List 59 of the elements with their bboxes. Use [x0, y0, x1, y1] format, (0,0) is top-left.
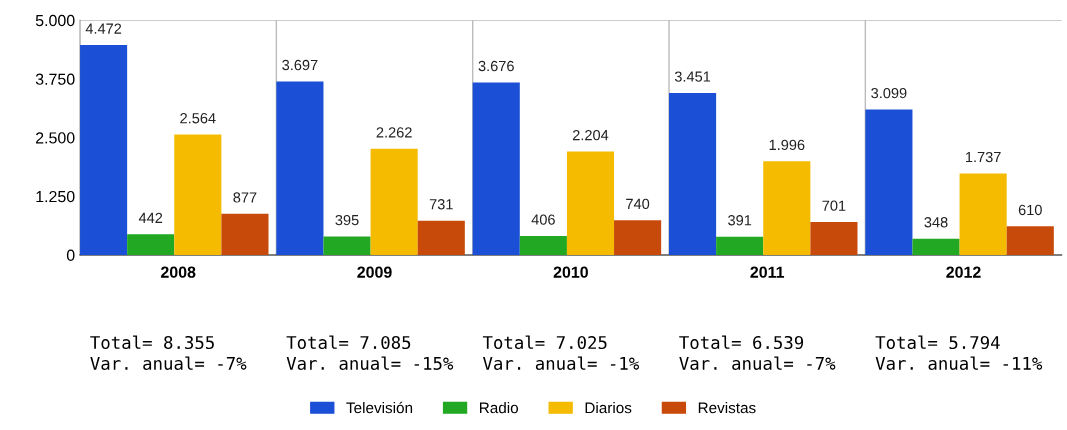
data-label: 877	[233, 192, 257, 203]
data-label: 1.737	[966, 151, 1001, 163]
y-tick-label: 3.750	[35, 73, 75, 85]
x-tick-label: 2011	[750, 266, 785, 278]
data-label: 731	[429, 199, 453, 210]
bar	[912, 238, 960, 255]
data-label: 1.996	[769, 139, 805, 151]
y-tick-label: 0	[66, 249, 75, 261]
text: Total= 7.085 Var. anual= -15%	[286, 335, 454, 370]
y-tick-label: 2.500	[36, 132, 75, 144]
y-tick-label: 5.000	[35, 14, 75, 27]
text: Total= 7.025 Var. anual= -1%	[482, 335, 639, 370]
bar	[276, 81, 324, 255]
bar	[1006, 226, 1054, 255]
bar	[174, 134, 222, 255]
data-label: 3.451	[674, 71, 711, 82]
text: Total= 8.355 Var. anual= -7%	[90, 335, 247, 370]
data-label: 701	[822, 200, 846, 211]
data-label: 610	[1018, 204, 1042, 216]
x-tick-label: 2010	[553, 266, 588, 278]
text: Total= 6.539 Var. anual= -7%	[679, 335, 836, 370]
x-tick-label: 2012	[946, 266, 981, 278]
bar	[417, 220, 465, 255]
legend-label: Radio	[480, 402, 519, 414]
data-label: 395	[335, 214, 359, 226]
bar	[370, 148, 418, 255]
text: Total= 5.794 Var. anual= -11%	[875, 335, 1043, 370]
data-label: 740	[626, 198, 650, 210]
bar	[716, 236, 764, 255]
data-label: 391	[728, 215, 752, 226]
bar	[566, 151, 615, 255]
data-label: 2.262	[376, 127, 412, 138]
bar	[959, 173, 1007, 255]
bar	[221, 213, 269, 255]
bar	[80, 45, 128, 255]
bar	[127, 234, 175, 255]
data-label: 3.099	[871, 87, 907, 99]
legend-label: Televisión	[346, 401, 413, 414]
bar	[323, 236, 371, 255]
bar	[614, 220, 662, 255]
legend-label: Revistas	[698, 402, 756, 414]
bar	[519, 235, 567, 255]
data-label: 4.472	[85, 23, 122, 34]
bar	[810, 222, 858, 255]
y-tick-label: 1.250	[36, 190, 75, 203]
x-tick-label: 2008	[160, 266, 196, 278]
data-label: 3.676	[478, 60, 514, 72]
bar	[472, 82, 520, 255]
legend-label: Diarios	[585, 402, 632, 414]
data-label: 3.697	[282, 59, 318, 71]
x-tick-label: 2009	[357, 266, 392, 278]
bar	[669, 92, 717, 255]
data-label: 406	[531, 214, 555, 225]
bar	[865, 109, 913, 255]
data-label: 2.204	[572, 129, 609, 141]
bar	[763, 161, 811, 255]
data-label: 442	[138, 212, 163, 223]
data-label: 348	[924, 217, 948, 228]
data-label: 2.564	[180, 113, 216, 124]
